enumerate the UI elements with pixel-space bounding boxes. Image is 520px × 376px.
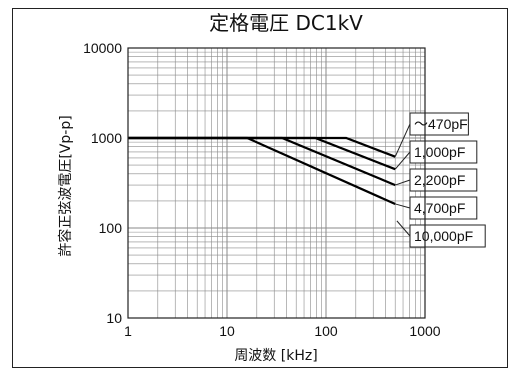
- x-tick-label: 10: [219, 323, 235, 339]
- legend-label: 1,000pF: [414, 144, 465, 160]
- chart-title: 定格電圧 DC1kV: [209, 11, 363, 35]
- series-lines: [128, 136, 396, 206]
- legend-label: 2,200pF: [414, 172, 465, 188]
- legend-callouts: ～470pF 1,000pF 2,200pF 4,700pF 10,000pF: [394, 112, 486, 248]
- legend-leader: [395, 203, 411, 209]
- y-tick-label: 100: [99, 220, 123, 236]
- series-line: [128, 136, 396, 171]
- y-tick-label: 1000: [91, 130, 122, 146]
- legend-leader: [394, 123, 411, 157]
- x-tick-label: 1: [124, 323, 132, 339]
- legend-leader: [395, 179, 411, 186]
- legend-leader: [396, 220, 411, 237]
- x-axis-label: 周波数 [kHz]: [234, 348, 317, 364]
- y-axis-label: 許容正弦波電圧[Vp-p]: [57, 115, 74, 256]
- x-tick-label: 1000: [409, 323, 440, 339]
- x-tick-label: 100: [314, 323, 338, 339]
- legend-label: 10,000pF: [414, 228, 473, 244]
- legend-label: 4,700pF: [414, 200, 465, 216]
- legend-label: ～470pF: [414, 116, 468, 132]
- y-tick-label: 10000: [83, 40, 122, 56]
- series-line: [128, 136, 396, 206]
- grid: [128, 48, 425, 318]
- legend-leader: [394, 151, 411, 170]
- y-tick-label: 10: [106, 310, 122, 326]
- plot-area: [127, 47, 426, 319]
